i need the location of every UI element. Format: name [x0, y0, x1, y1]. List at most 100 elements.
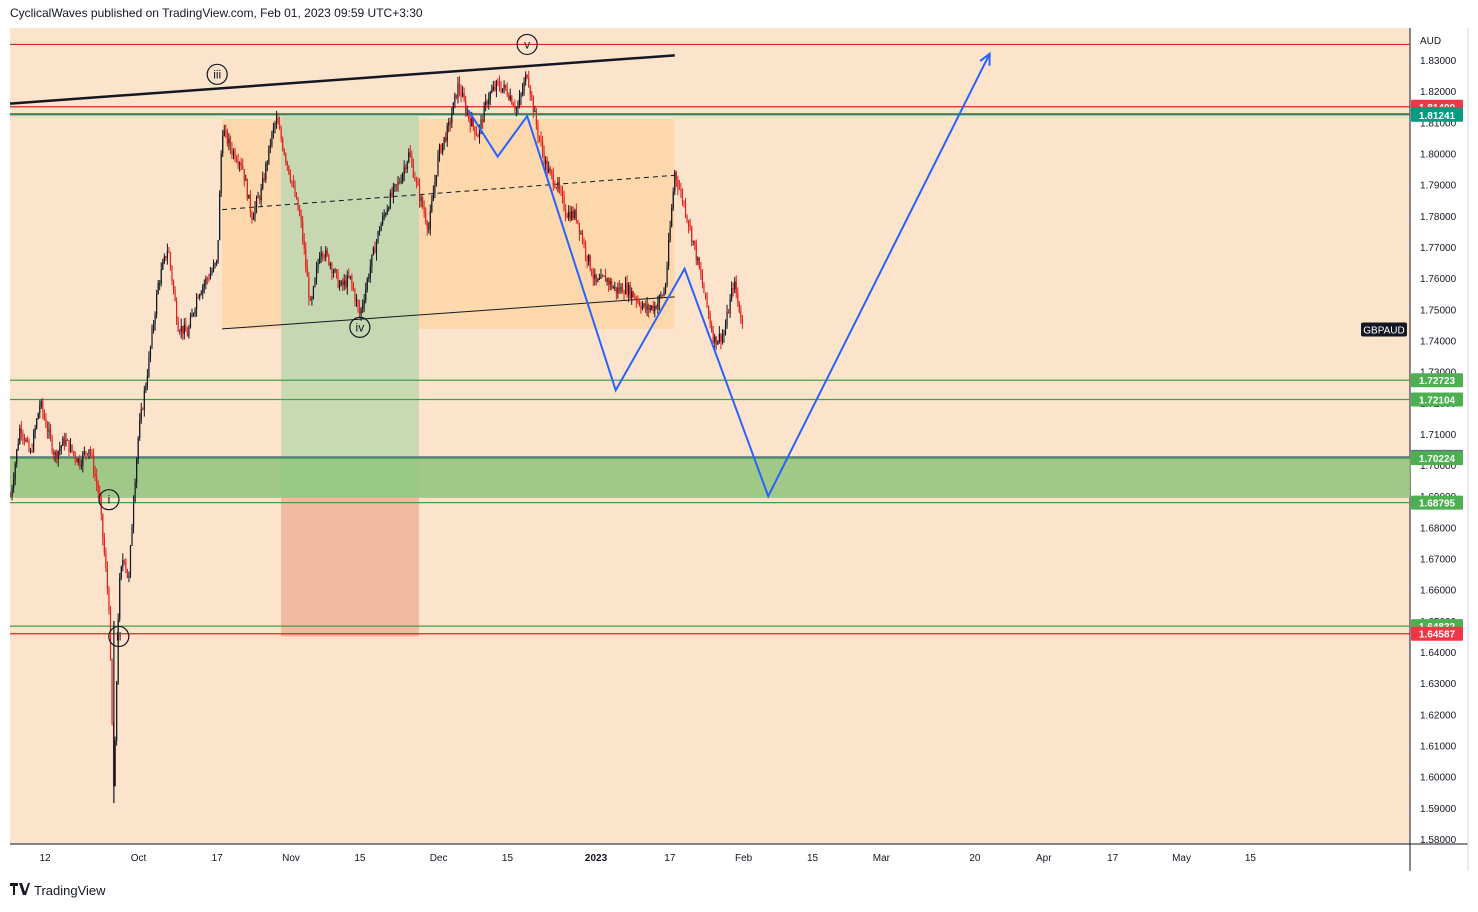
candle-body — [137, 437, 139, 460]
candle-body — [729, 298, 731, 314]
candle-body — [657, 302, 659, 309]
candle-body — [329, 263, 331, 265]
candle-body — [297, 197, 299, 210]
candle-body — [654, 305, 656, 312]
candle-body — [371, 254, 373, 267]
candle-body — [368, 277, 370, 279]
price-tag-label: 1.72723 — [1419, 376, 1456, 387]
time-tick-label: Apr — [1036, 853, 1052, 864]
time-tick-label: 15 — [502, 853, 514, 864]
candle-body — [239, 163, 241, 165]
candle-body — [80, 465, 82, 467]
symbol-tag — [1361, 322, 1407, 337]
candle-body — [475, 133, 478, 136]
price-tag — [1411, 495, 1463, 510]
time-tick-label: 17 — [212, 853, 224, 864]
candle-body — [260, 188, 262, 201]
candle-body — [199, 294, 201, 298]
candle-body — [108, 588, 110, 611]
candle-body — [385, 214, 387, 216]
candle-body — [272, 127, 275, 133]
candle-body — [525, 75, 527, 82]
candle-body — [668, 240, 670, 267]
wave-label-i: i — [108, 493, 111, 507]
time-tick-label: 15 — [1245, 853, 1257, 864]
candle-body — [363, 300, 365, 305]
price-tick-label: 1.73000 — [1420, 368, 1457, 379]
candle-body — [561, 191, 564, 196]
candle-body — [48, 428, 50, 433]
candle-body — [584, 243, 587, 256]
candle-body — [526, 75, 528, 78]
candle-body — [143, 390, 145, 410]
wave-label-iv: iv — [356, 320, 365, 334]
candle-body — [425, 213, 427, 223]
candle-body — [644, 303, 647, 310]
candle-body — [572, 211, 574, 218]
candle-body — [305, 248, 307, 267]
candle-body — [474, 126, 476, 134]
candle-body — [394, 184, 396, 187]
candle-body — [229, 138, 232, 149]
candle-body — [348, 275, 350, 278]
candle-body — [663, 291, 665, 296]
candle-body — [377, 231, 379, 242]
price-tag-label: 1.81241 — [1419, 111, 1456, 122]
candle-body — [71, 444, 73, 452]
candle-body — [351, 276, 353, 285]
candle-body — [486, 101, 488, 105]
candle-body — [254, 206, 256, 217]
candle-body — [500, 87, 502, 92]
candle-body — [569, 211, 571, 220]
candle-body — [429, 211, 431, 229]
candle-body — [294, 185, 296, 197]
candle-body — [85, 451, 87, 454]
publisher-header: CyclicalWaves published on TradingView.c… — [10, 6, 423, 20]
candle-body — [335, 269, 338, 273]
candle-body — [435, 175, 438, 183]
candle-body — [409, 152, 411, 157]
candle-body — [92, 455, 95, 473]
candle-body — [558, 182, 561, 190]
candle-body — [395, 184, 398, 186]
price-tick-label: 1.63000 — [1420, 679, 1457, 690]
candle-body — [132, 500, 135, 527]
price-tick-label: 1.59000 — [1420, 804, 1457, 815]
wave-label-circle-0 — [98, 489, 120, 511]
candle-body — [342, 281, 344, 286]
candle-body — [466, 112, 468, 114]
candle-body — [391, 192, 393, 196]
candle-body — [186, 331, 188, 337]
candle-body — [631, 291, 633, 299]
candle-body — [432, 193, 434, 202]
candle-body — [114, 740, 116, 787]
candle-body — [741, 321, 744, 323]
candle-body — [255, 197, 258, 207]
candle-body — [437, 154, 439, 176]
candle-body — [328, 254, 330, 265]
candle-body — [325, 250, 327, 258]
price-tag — [1411, 107, 1463, 122]
candle-body — [223, 130, 225, 136]
candle-body — [608, 278, 610, 285]
candle-body — [711, 324, 713, 332]
candle-body — [134, 482, 136, 501]
price-tick-label: 1.60000 — [1420, 773, 1457, 784]
candle-body — [326, 250, 328, 255]
candle-body — [591, 269, 593, 276]
candle-body — [242, 165, 244, 170]
tradingview-footer[interactable]: TradingView — [10, 881, 106, 899]
candle-body — [259, 197, 261, 201]
target-box — [281, 116, 419, 381]
candle-body — [483, 105, 485, 123]
time-tick-label: 17 — [1107, 853, 1119, 864]
price-tick-label: 1.79000 — [1420, 181, 1457, 192]
candle-body — [481, 119, 484, 123]
candle-body — [163, 256, 165, 263]
candle-body — [505, 84, 507, 89]
candle-body — [151, 329, 153, 347]
wave-label-circle-3 — [349, 316, 371, 338]
price-tick-label: 1.62000 — [1420, 710, 1457, 721]
